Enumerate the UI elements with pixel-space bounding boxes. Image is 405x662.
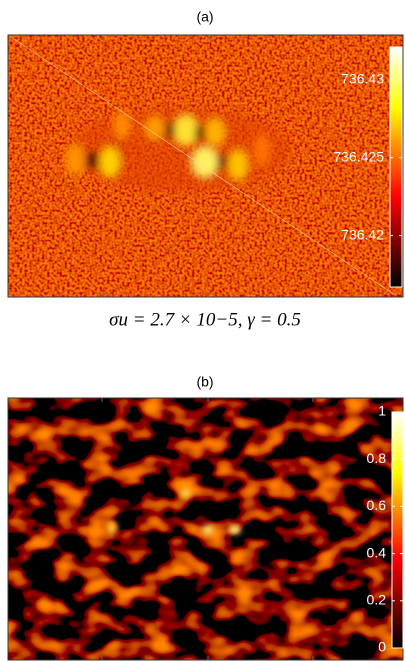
colorbar-tick-label: 736.425 <box>333 148 384 164</box>
colorbar-tick-label: 0.6 <box>367 497 387 513</box>
colorbar <box>391 411 404 649</box>
colorbar <box>389 46 403 288</box>
heatmap-image <box>8 35 403 297</box>
heatmap-image <box>8 398 403 660</box>
colorbar-tick-label: 736.42 <box>341 226 384 242</box>
panel-title: (a) <box>196 9 213 25</box>
plot-frame <box>7 34 404 298</box>
colorbar-tick-label: 0.8 <box>367 450 387 466</box>
colorbar-tick-label: 0.2 <box>367 592 387 608</box>
colorbar-tick-label: 0 <box>378 639 386 655</box>
colorbar-tick-label: 1 <box>378 403 386 419</box>
colorbar-tick-label: 736.43 <box>341 70 384 86</box>
panel-title: (b) <box>196 374 213 390</box>
x-axis-label: σu = 2.7 × 10−5, γ = 0.5 <box>109 309 301 330</box>
colorbar-tick-label: 0.4 <box>367 544 387 560</box>
